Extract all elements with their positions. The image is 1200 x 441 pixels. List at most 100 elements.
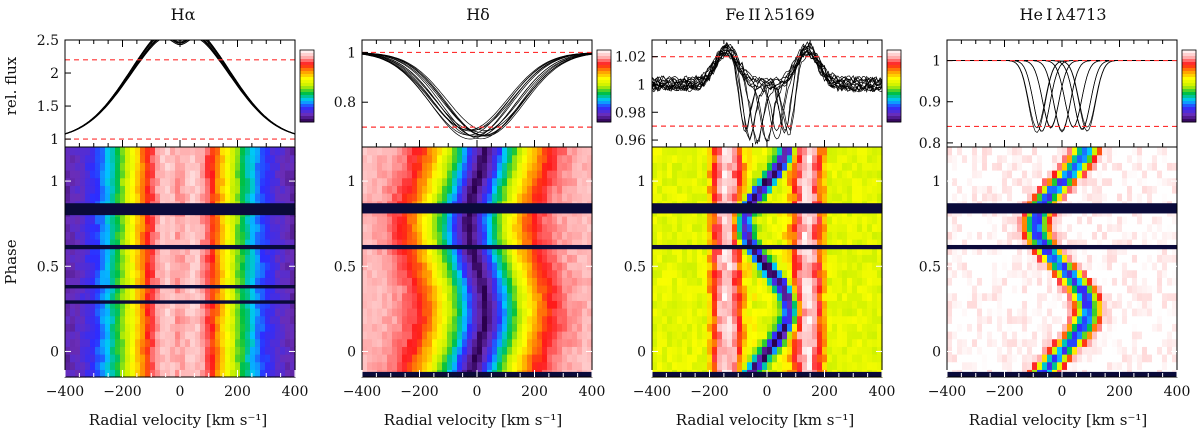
dyn-cell xyxy=(852,193,858,202)
dyn-cell xyxy=(190,254,196,263)
dyn-cell xyxy=(492,269,498,278)
dyn-cell xyxy=(105,292,111,301)
dyn-cell xyxy=(155,315,161,324)
dyn-cell xyxy=(562,331,568,340)
dyn-cell xyxy=(135,338,141,347)
dyn-cell xyxy=(1137,354,1143,363)
y-tick-label: 0.5 xyxy=(37,259,59,275)
dyn-cell xyxy=(712,323,718,332)
dyn-cell xyxy=(65,292,71,301)
panel-title: Hδ xyxy=(466,5,490,24)
dyn-cell xyxy=(482,254,488,263)
dyn-cell xyxy=(772,331,778,340)
dyn-cell xyxy=(220,262,226,271)
dyn-cell xyxy=(507,292,513,301)
dyn-cell xyxy=(747,154,753,163)
dyn-cell xyxy=(1042,323,1048,332)
dyn-cell xyxy=(105,185,111,194)
dyn-cell xyxy=(270,269,276,278)
dyn-cell xyxy=(662,300,668,309)
dyn-cell xyxy=(407,231,413,240)
dyn-cell xyxy=(682,277,688,286)
dyn-cell xyxy=(727,315,733,324)
dyn-cell xyxy=(492,338,498,347)
dyn-cell xyxy=(130,193,136,202)
dyn-cell xyxy=(145,315,151,324)
dyn-cell xyxy=(787,216,793,225)
dyn-cell xyxy=(527,300,533,309)
dyn-cell xyxy=(80,315,86,324)
dyn-cell xyxy=(727,277,733,286)
dyn-cell xyxy=(462,154,468,163)
dyn-cell xyxy=(687,193,693,202)
dyn-cell xyxy=(260,361,266,370)
dyn-cell xyxy=(270,246,276,255)
dyn-cell xyxy=(872,193,878,202)
dyn-cell xyxy=(1062,315,1068,324)
dyn-cell xyxy=(772,361,778,370)
dyn-cell xyxy=(837,277,843,286)
dyn-cell xyxy=(487,269,493,278)
dyn-cell xyxy=(827,269,833,278)
dyn-cell xyxy=(712,162,718,171)
dyn-cell xyxy=(280,162,286,171)
dyn-cell xyxy=(492,346,498,355)
dyn-cell xyxy=(150,292,156,301)
dyn-cell xyxy=(1017,346,1023,355)
dyn-cell xyxy=(652,239,658,248)
dyn-cell xyxy=(155,285,161,294)
dyn-cell xyxy=(1147,331,1153,340)
dyn-cell xyxy=(742,231,748,240)
dyn-cell xyxy=(557,254,563,263)
dyn-cell xyxy=(280,231,286,240)
dyn-cell xyxy=(180,354,186,363)
dyn-cell xyxy=(477,231,483,240)
dyn-cell xyxy=(1137,338,1143,347)
dyn-cell xyxy=(195,346,201,355)
dyn-cell xyxy=(542,246,548,255)
dyn-cell xyxy=(65,216,71,225)
dyn-cell xyxy=(1042,361,1048,370)
dyn-cell xyxy=(235,170,241,179)
dyn-cell xyxy=(270,308,276,317)
dyn-cell xyxy=(115,323,121,332)
dyn-cell xyxy=(542,162,548,171)
dyn-cell xyxy=(577,216,583,225)
dyn-cell xyxy=(667,300,673,309)
dyn-cell xyxy=(572,300,578,309)
dyn-cell xyxy=(235,285,241,294)
dyn-cell xyxy=(537,231,543,240)
dyn-cell xyxy=(422,292,428,301)
dyn-cell xyxy=(482,246,488,255)
dyn-cell xyxy=(872,361,878,370)
dyn-cell xyxy=(702,361,708,370)
dyn-cell xyxy=(492,193,498,202)
dyn-cell xyxy=(210,162,216,171)
dyn-cell xyxy=(542,177,548,186)
dyn-cell xyxy=(817,277,823,286)
dyn-cell xyxy=(742,254,748,263)
dyn-cell xyxy=(652,315,658,324)
dyn-cell xyxy=(417,361,423,370)
dyn-cell xyxy=(482,315,488,324)
dyn-cell xyxy=(667,315,673,324)
dyn-cell xyxy=(872,285,878,294)
dyn-cell xyxy=(205,185,211,194)
dyn-cell xyxy=(797,315,803,324)
dyn-cell xyxy=(392,269,398,278)
dyn-cell xyxy=(427,346,433,355)
colorbar-cell xyxy=(887,98,901,102)
dyn-cell xyxy=(225,162,231,171)
dyn-cell xyxy=(457,223,463,232)
dyn-cell xyxy=(542,223,548,232)
dyn-cell xyxy=(747,323,753,332)
dyn-cell xyxy=(532,170,538,179)
dyn-cell xyxy=(717,269,723,278)
dyn-cell xyxy=(582,147,588,156)
dyn-cell xyxy=(275,354,281,363)
dyn-cell xyxy=(1032,308,1038,317)
dyn-cell xyxy=(1147,308,1153,317)
dyn-cell xyxy=(100,292,106,301)
dyn-cell xyxy=(472,193,478,202)
dyn-cell xyxy=(782,170,788,179)
